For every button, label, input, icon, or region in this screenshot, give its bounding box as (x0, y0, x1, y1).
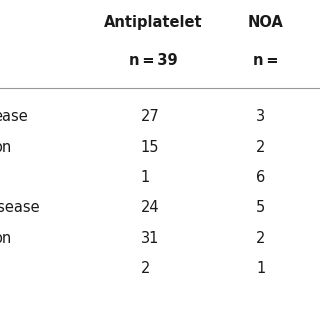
Text: isease: isease (0, 201, 40, 215)
Text: on: on (0, 231, 12, 246)
Text: 3: 3 (256, 109, 265, 124)
Text: 2: 2 (141, 261, 150, 276)
Text: 6: 6 (256, 170, 265, 185)
Text: 2: 2 (256, 231, 265, 246)
Text: NOA: NOA (248, 15, 284, 30)
Text: 1: 1 (141, 170, 150, 185)
Text: n = 39: n = 39 (129, 53, 178, 68)
Text: 27: 27 (141, 109, 160, 124)
Text: Antiplatelet: Antiplatelet (104, 15, 203, 30)
Text: 5: 5 (256, 201, 265, 215)
Text: 31: 31 (141, 231, 159, 246)
Text: 1: 1 (256, 261, 265, 276)
Text: 24: 24 (141, 201, 159, 215)
Text: n =: n = (253, 53, 278, 68)
Text: on: on (0, 140, 12, 155)
Text: 15: 15 (141, 140, 159, 155)
Text: 2: 2 (256, 140, 265, 155)
Text: ease: ease (0, 109, 28, 124)
